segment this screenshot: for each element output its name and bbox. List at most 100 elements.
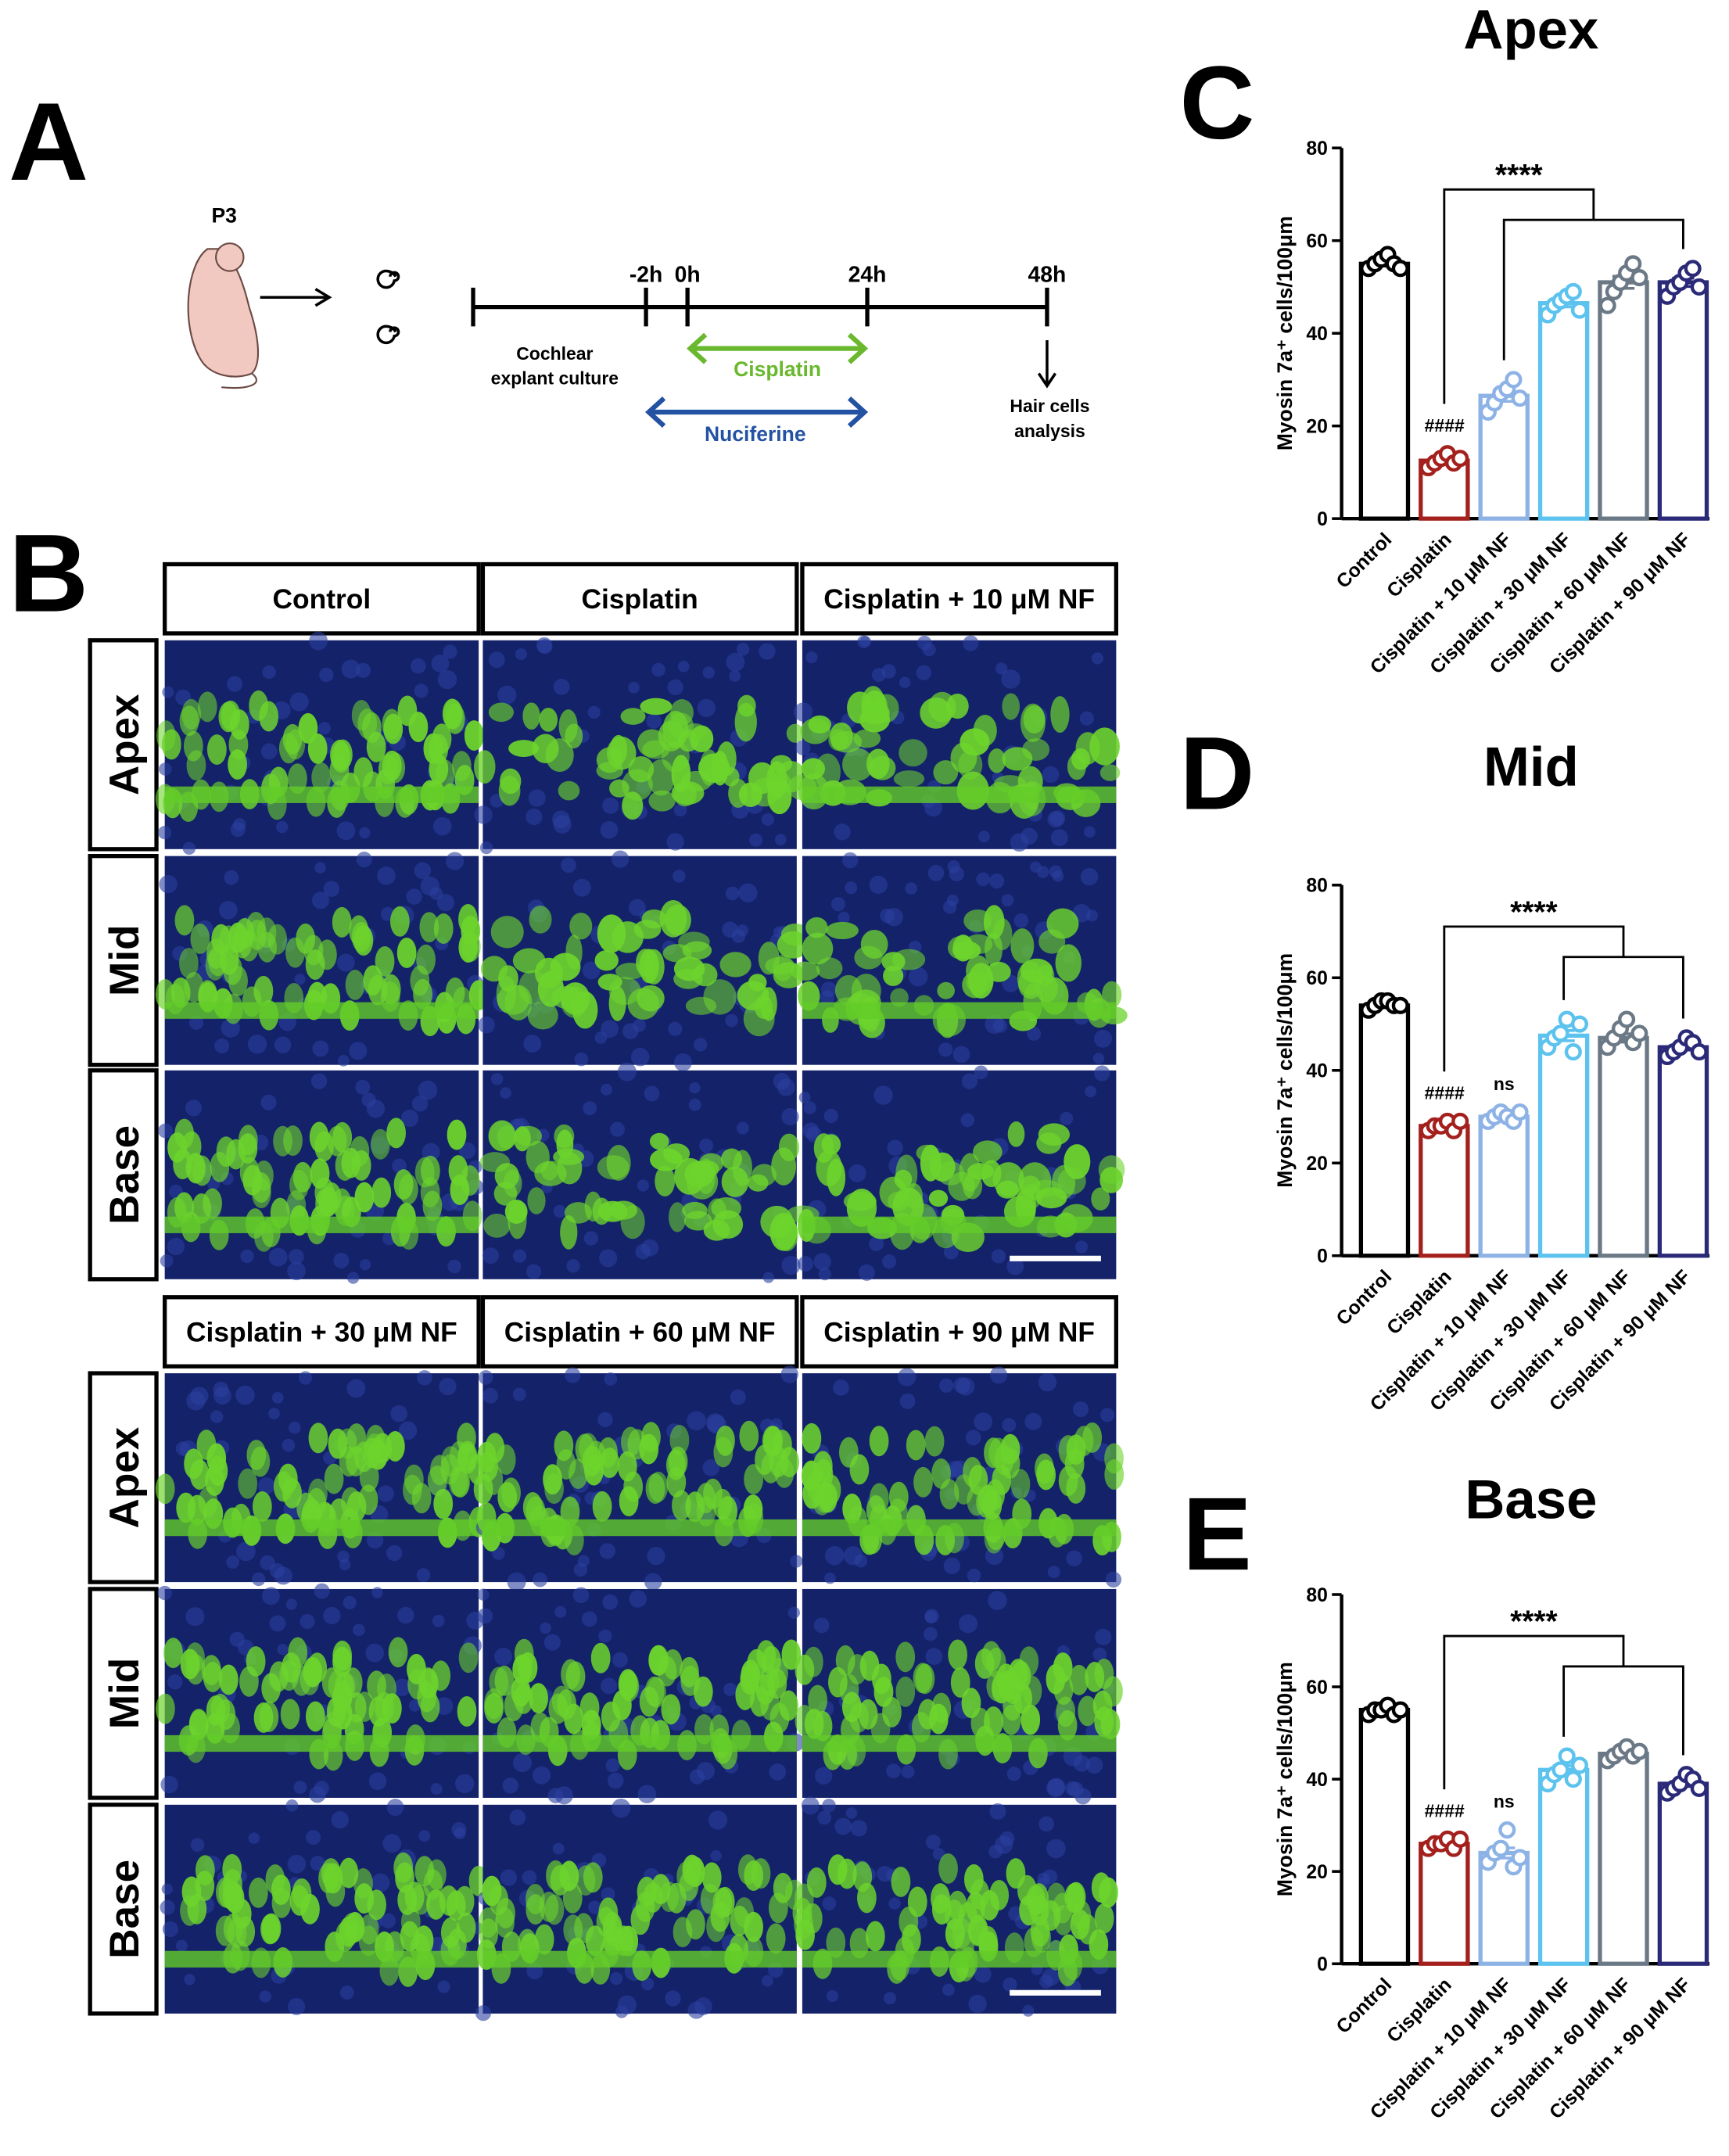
hair-cell	[326, 1696, 346, 1727]
hair-cell	[273, 1471, 293, 1502]
hair-cell	[984, 1706, 1003, 1737]
hair-cell	[913, 1466, 933, 1498]
nucleus	[398, 1421, 418, 1440]
hair-cell	[374, 1691, 394, 1723]
nucleus	[1047, 811, 1064, 828]
micrograph	[792, 1796, 1118, 2017]
nucleus	[673, 803, 687, 817]
hair-cell	[480, 956, 508, 982]
y-tick-label: 80	[1306, 138, 1328, 160]
hair-cell	[457, 1696, 477, 1727]
nucleus	[1083, 826, 1096, 838]
hair-cell	[343, 1667, 363, 1699]
y-tick-label: 40	[1306, 324, 1328, 345]
hair-cell	[464, 720, 484, 751]
row-label-box	[88, 638, 159, 852]
hair-cell	[755, 1444, 774, 1476]
hair-cell	[805, 917, 828, 938]
pillar-band	[802, 1519, 1117, 1537]
data-point	[1505, 371, 1523, 389]
nucleus	[985, 1014, 1004, 1034]
hair-cell	[972, 1140, 1003, 1164]
nucleus	[736, 1121, 749, 1135]
header-box	[163, 1295, 481, 1369]
nucleus	[160, 1254, 174, 1268]
nucleus	[1047, 1566, 1060, 1579]
hair-cell	[961, 1688, 981, 1719]
nucleus	[352, 1623, 365, 1637]
hair-cell	[862, 690, 888, 724]
nucleus	[607, 1772, 624, 1789]
nucleus	[708, 1810, 728, 1830]
hair-cell	[208, 1455, 228, 1487]
nucleus	[365, 1643, 385, 1663]
hair-cell	[808, 1684, 827, 1716]
significance-bracket	[1443, 925, 1684, 1072]
micrograph-panel: Control Cisplatin Cisplatin + 10 μM NF Apex…	[88, 561, 1128, 2021]
nucleus	[436, 894, 455, 912]
nucleus	[533, 1572, 548, 1587]
pillar-band	[164, 1002, 479, 1019]
micrograph	[478, 850, 810, 1071]
nucleus	[943, 900, 957, 914]
nucleus	[1094, 1029, 1113, 1048]
nucleus	[235, 1385, 255, 1405]
nucleus	[677, 660, 690, 673]
micrograph	[473, 1365, 803, 1591]
hair-cell	[285, 937, 305, 968]
nucleus	[287, 1261, 306, 1281]
cisplatin-arrow	[687, 332, 869, 364]
hair-cell	[665, 1449, 686, 1480]
hair-cell	[950, 1667, 970, 1698]
hair-cell	[713, 1437, 734, 1468]
nucleus	[410, 658, 426, 674]
hair-cell	[1019, 1646, 1039, 1677]
hair-cell	[529, 1683, 548, 1714]
hair-cell	[575, 1433, 595, 1465]
row-label: Base	[102, 1860, 148, 1959]
y-tick-label: 0	[1317, 1954, 1328, 1975]
nucleus	[1038, 1372, 1057, 1392]
nucleus	[522, 1870, 537, 1885]
nucleus	[790, 1555, 803, 1568]
nucleus	[651, 662, 665, 677]
hair-cell	[636, 949, 655, 977]
nucleus	[565, 1367, 581, 1383]
hair-cell	[163, 1638, 183, 1669]
nucleus	[408, 1699, 421, 1712]
hair-cell	[317, 939, 337, 970]
nucleus	[725, 886, 740, 901]
hair-cell	[223, 954, 242, 985]
nucleus	[609, 1121, 626, 1137]
bar	[1419, 1124, 1470, 1258]
nucleus	[162, 1921, 178, 1938]
nucleus	[901, 1765, 915, 1779]
nucleus	[736, 924, 748, 937]
down-arrow	[1037, 340, 1057, 389]
hair-cell	[433, 1488, 454, 1519]
nucleus	[942, 1983, 955, 1996]
nucleus	[949, 866, 964, 882]
hair-cell	[648, 790, 676, 812]
hair-cell	[585, 1925, 605, 1957]
nucleus	[474, 805, 493, 824]
hair-cell	[931, 1883, 950, 1914]
data-point	[1511, 1849, 1529, 1867]
nucleus	[285, 1598, 297, 1610]
nucleus	[552, 1842, 565, 1855]
nucleus	[159, 762, 172, 776]
hair-cell	[948, 1639, 968, 1670]
hair-cell	[239, 1666, 259, 1697]
nucleus	[958, 1614, 978, 1634]
hair-cell	[601, 1701, 621, 1732]
hair-cell	[866, 748, 890, 780]
column-header: Cisplatin + 60 μM NF	[504, 1317, 776, 1347]
nucleus	[312, 891, 330, 909]
data-point	[1690, 278, 1708, 296]
y-tick-label: 80	[1306, 876, 1328, 897]
significance-bracket	[1443, 1634, 1684, 1790]
nucleus	[641, 1977, 655, 1991]
hair-cell	[804, 1708, 824, 1739]
nucleus	[298, 1371, 313, 1385]
hair-cell	[988, 748, 1006, 773]
